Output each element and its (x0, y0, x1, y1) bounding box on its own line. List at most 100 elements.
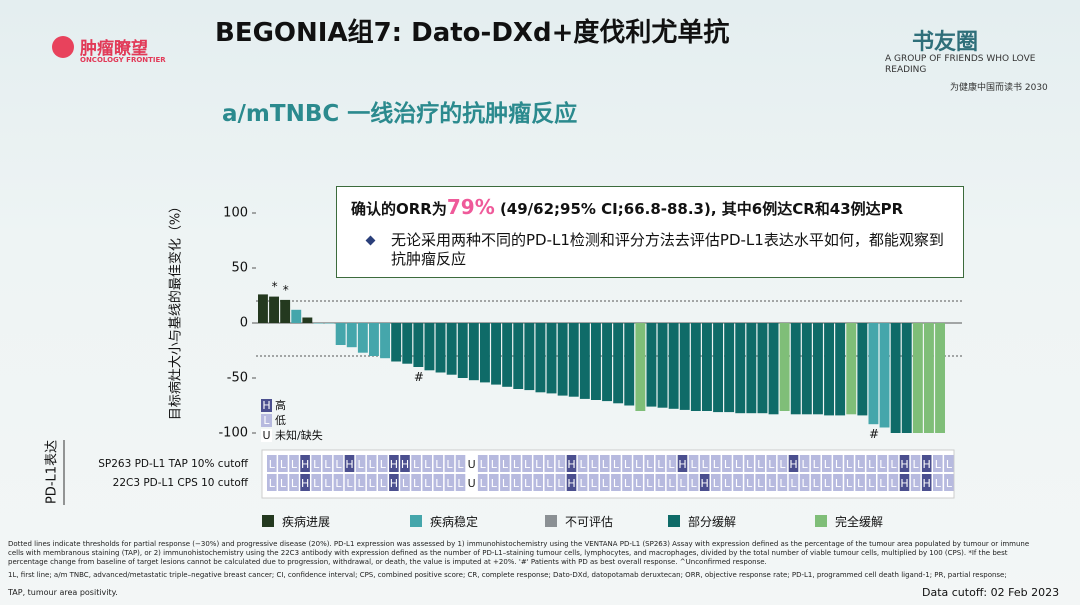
pdl1-cell (311, 455, 321, 472)
pdl1-cell (888, 455, 899, 472)
bar (613, 323, 624, 404)
pdl1-cell (722, 455, 732, 472)
pdl1-code: H (567, 477, 575, 490)
pdl1-cell (766, 455, 777, 472)
pdl1-code: L (846, 458, 853, 471)
pdl1-cell (522, 474, 532, 491)
pdl1-code: L (935, 458, 942, 471)
pdl1-cell (389, 474, 399, 491)
pdl1-cell (500, 474, 510, 491)
pdl1-cell (588, 455, 599, 472)
pdl1-code: L (524, 477, 531, 490)
pdl1-cell (733, 455, 743, 472)
pdl1-code: L (824, 458, 831, 471)
logo-sub: ONCOLOGY FRONTIER (80, 56, 166, 64)
pdl1-code: L (557, 477, 564, 490)
bar (324, 323, 335, 324)
pdl1-code: L (324, 477, 331, 490)
bar (657, 323, 668, 408)
bar (424, 323, 435, 371)
pdl1-code: L (646, 477, 653, 490)
pdl1-cell (555, 455, 566, 472)
bar (579, 323, 590, 399)
pdl1-code: H (900, 477, 908, 490)
pdl1-code: L (457, 477, 464, 490)
bar (668, 323, 679, 409)
pdl1-code: L (646, 458, 653, 471)
key-box (261, 429, 272, 442)
legend-label: 完全缓解 (835, 514, 883, 529)
pdl1-cell (888, 474, 899, 491)
pdl1-cell (822, 474, 832, 491)
pdl1-cell (766, 474, 777, 491)
pdl1-code: L (435, 477, 442, 490)
pdl1-code: L (369, 477, 376, 490)
bar (357, 323, 368, 353)
pdl1-code: L (757, 477, 764, 490)
y-tick-label: 0 (240, 316, 248, 331)
pdl1-code: L (358, 477, 365, 490)
key-box (261, 399, 272, 412)
bar (413, 323, 424, 367)
legend-swatch (262, 515, 274, 527)
bar (446, 323, 457, 375)
pdl1-cell (622, 455, 632, 472)
pdl1-cell (788, 455, 799, 472)
pdl1-cell (944, 455, 954, 472)
bar (491, 323, 501, 385)
bar (901, 323, 912, 433)
pdl1-cell (289, 474, 299, 491)
pdl1-cell (699, 474, 710, 491)
pdl1-code: L (435, 458, 442, 471)
pdl1-code: L (280, 477, 287, 490)
pdl1-cell (910, 455, 921, 472)
pdl1-code: L (335, 477, 342, 490)
bar (346, 323, 357, 348)
bar (602, 323, 612, 402)
pdl1-cell (933, 455, 943, 472)
key-label: 未知/缺失 (275, 428, 323, 442)
pdl1-code: L (702, 458, 709, 471)
pdl1-cell (833, 474, 843, 491)
pdl1-code: H (390, 458, 398, 471)
logo-right-tag: 为健康中国而读书 2030 (950, 83, 1048, 93)
bar (757, 323, 768, 414)
legend-label: 不可评估 (565, 515, 613, 529)
logo-right-sub: A GROUP OF FRIENDS WHO LOVE READING (885, 54, 1036, 75)
bar (690, 323, 701, 411)
pdl1-code: L (535, 458, 542, 471)
pdl1-cell (810, 455, 821, 472)
pdl1-cell (511, 455, 521, 472)
bar (513, 323, 524, 389)
pdl1-cell (267, 474, 277, 491)
pdl1-cell (921, 455, 932, 472)
annotation: # (414, 370, 424, 384)
pdl1-cell (300, 455, 310, 472)
annotation: * (272, 280, 278, 294)
pdl1-cell (466, 455, 477, 472)
bar (369, 323, 379, 356)
pdl1-cell (633, 455, 643, 472)
pdl1-code: L (735, 477, 742, 490)
pdl1-cell (300, 474, 310, 491)
pdl1-code: L (724, 477, 731, 490)
pdl1-cell (855, 455, 865, 472)
legend-swatch (668, 515, 680, 527)
pdl1-cell (400, 474, 410, 491)
pdl1-cell (655, 474, 666, 491)
bar (702, 323, 712, 411)
pdl1-code: L (913, 458, 920, 471)
logo-icon (52, 36, 74, 58)
pdl1-code: L (813, 458, 820, 471)
pdl1-cell (600, 474, 610, 491)
bar (468, 323, 479, 381)
pdl1-cell (744, 455, 754, 472)
pdl1-code: H (301, 458, 309, 471)
pdl1-code: L (879, 458, 886, 471)
pdl1-code: L (280, 458, 287, 471)
pdl1-code: L (846, 477, 853, 490)
annotation: * (283, 283, 289, 297)
pdl1-code: L (713, 477, 720, 490)
bar (835, 323, 846, 416)
pdl1-code: L (313, 477, 320, 490)
